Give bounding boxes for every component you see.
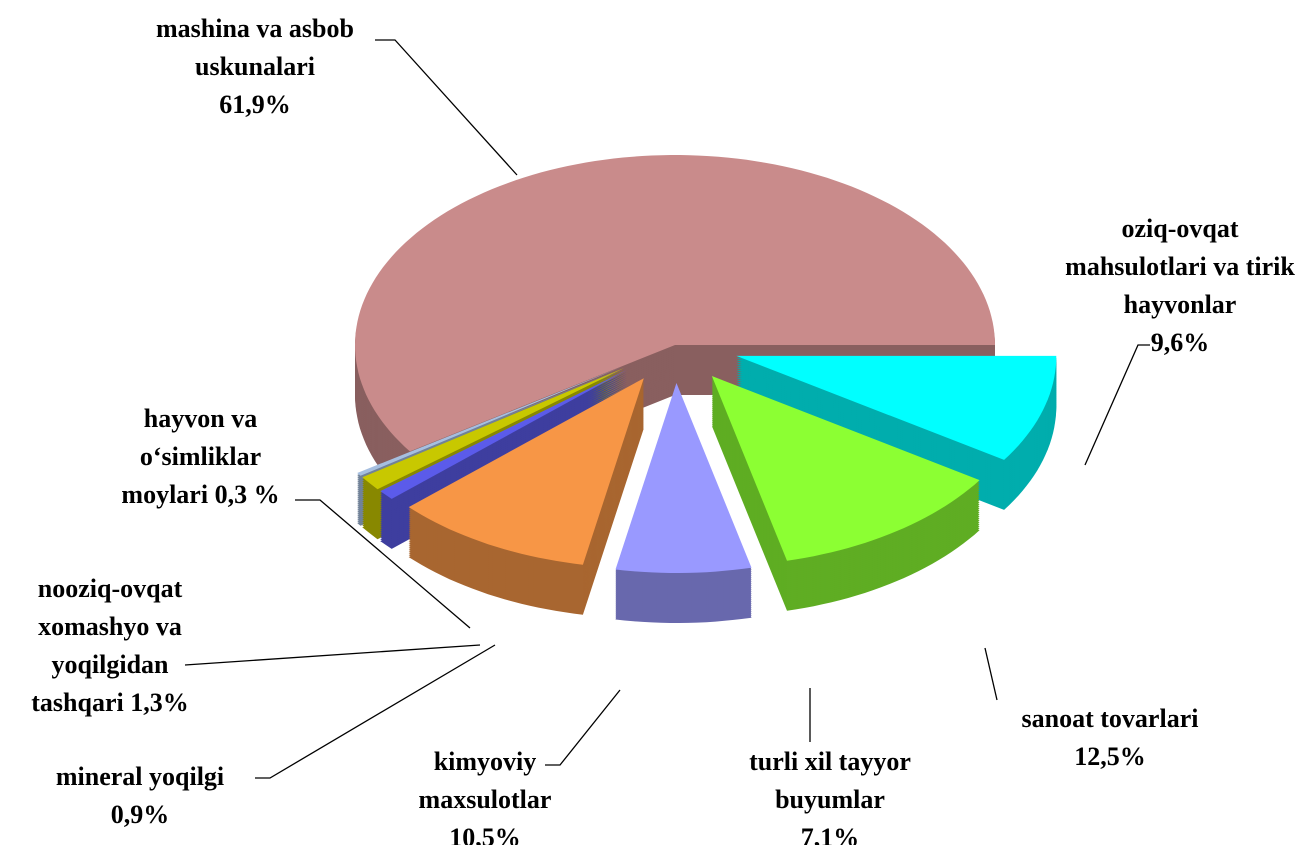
slice-label: mashina va asbob uskunalari 61,9% — [125, 10, 385, 124]
slice — [355, 155, 995, 452]
slice — [408, 378, 644, 565]
label-value: 61,9% — [219, 90, 291, 119]
label-name: kimyoviy maxsulotlar — [418, 747, 552, 814]
slice — [357, 366, 623, 476]
label-name: sanoat tovarlari — [1021, 704, 1199, 733]
label-name: hayvon va o‘simliklar moylari — [121, 404, 262, 509]
label-name: turli xil tayyor buyumlar — [749, 747, 911, 814]
slice-label: oziq-ovqat mahsulotlari va tirik hayvonl… — [1055, 210, 1298, 362]
leader-line — [255, 644, 496, 779]
label-value: 12,5% — [1074, 742, 1146, 771]
slice-label: turli xil tayyor buyumlar 7,1% — [720, 743, 940, 845]
slice-label: kimyoviy maxsulotlar 10,5% — [395, 743, 575, 845]
slice-side-layer — [357, 368, 623, 478]
slice — [380, 370, 627, 499]
label-name: mineral yoqilgi — [55, 762, 225, 791]
slice — [362, 368, 625, 490]
slice-label: nooziq-ovqat xomashyo va yoqilgidan tash… — [5, 570, 215, 722]
slice-label: hayvon va o‘simliklar moylari 0,3 % — [98, 400, 303, 514]
label-value: 7,1% — [800, 823, 860, 845]
label-value: 1,3% — [130, 688, 189, 717]
label-name: oziq-ovqat mahsulotlari va tirik hayvonl… — [1065, 214, 1295, 319]
label-value: 10,5% — [449, 823, 521, 845]
slices — [355, 155, 1057, 623]
leader-line — [375, 39, 518, 176]
label-value: 9,6% — [1150, 328, 1210, 357]
label-value: 0,3 % — [214, 480, 280, 509]
slice — [615, 382, 752, 573]
label-name: mashina va asbob uskunalari — [156, 14, 354, 81]
slice — [736, 355, 1057, 460]
slice — [711, 376, 980, 561]
leader-line — [295, 499, 471, 629]
label-value: 0,9% — [110, 800, 170, 829]
slice-label: sanoat tovarlari 12,5% — [980, 700, 1240, 776]
leader-line — [545, 689, 621, 766]
leader-line — [1084, 344, 1150, 466]
leader-line — [984, 647, 998, 701]
label-name: nooziq-ovqat xomashyo va yoqilgidan tash… — [31, 574, 183, 717]
leader-line — [184, 644, 481, 666]
slice-label: mineral yoqilgi 0,9% — [25, 758, 255, 834]
